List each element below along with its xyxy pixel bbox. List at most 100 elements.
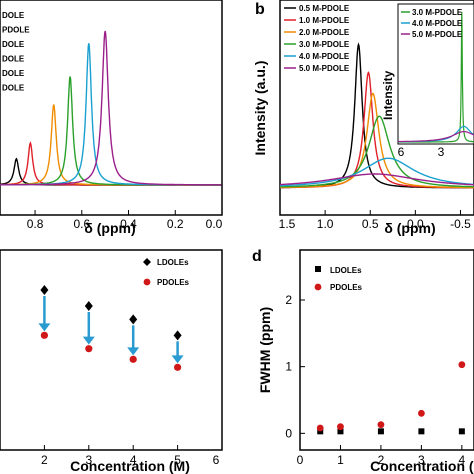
inset-curves xyxy=(398,11,474,143)
panel-c-tick-label: 6 xyxy=(213,453,220,467)
panel-b-inset: Intensity 3.0 M-PDOLE 4.0 M-PDOLE 5.0 M-PD… xyxy=(381,3,474,159)
panel-c-arrow-head xyxy=(171,355,184,364)
panel-b-legend-label: 4.0 M-PDOLE xyxy=(299,52,350,61)
panel-c-arrow-head xyxy=(38,323,51,332)
panel-c-ldole-point xyxy=(40,285,49,295)
panel-a-curves xyxy=(0,30,222,186)
panel-d-ldole-point xyxy=(458,428,465,435)
panel-d-y-tick-label: 1 xyxy=(285,360,292,374)
panel-d-x-tick-label: 3 xyxy=(418,453,425,467)
panel-b-tick-label: 1.0 xyxy=(317,217,334,231)
panel-d-pdole-point xyxy=(377,421,385,429)
panel-c-legend-pdole-marker xyxy=(143,278,151,286)
panel-d-x-tick-label: 2 xyxy=(378,453,385,467)
panel-d-ldole-point xyxy=(418,428,425,435)
panel-b-tick-label: 0.0 xyxy=(407,217,424,231)
panel-a-tick-label: 0.4 xyxy=(120,217,137,231)
panel-c-pdole-point xyxy=(40,331,49,339)
panel-c-arrow-head xyxy=(82,336,95,345)
panel-b-curves xyxy=(279,42,474,189)
panel-d-ldole-point xyxy=(377,428,384,435)
inset-ylabel: Intensity xyxy=(381,70,395,120)
panel-b-tick-label: 1.5 xyxy=(279,217,296,231)
panel-d-y-tick-label: 2 xyxy=(285,293,292,307)
panel-d-ylabel: FWHM (ppm) xyxy=(257,307,273,393)
panel-b-tick-label: 0.5 xyxy=(362,217,379,231)
panel-b-frame xyxy=(279,0,474,216)
panel-d-xlabel: Concentration (M) xyxy=(370,458,474,474)
panel-a-legend-label: PDOLE xyxy=(2,26,30,35)
panel-a-legend: DOLE PDOLE DOLE DOLE DOLE DOLE xyxy=(2,11,30,93)
panel-d-letter: d xyxy=(252,248,262,265)
panel-b-ylabel: Intensity (a.u.) xyxy=(252,61,268,156)
panel-a-legend-label: DOLE xyxy=(2,11,25,20)
inset-legend-label: 5.0 M-PDOLE xyxy=(412,30,463,39)
panel-c-xlabel: Concentration (M) xyxy=(70,458,190,474)
panel-c: LDOLEs PDOLEs 2 3 4 5 6 Concentration (M) xyxy=(0,249,223,474)
panel-a-legend-label: DOLE xyxy=(2,55,25,64)
panel-c-tick-label: 4 xyxy=(130,453,137,467)
panel-b-xlabel: δ (ppm) xyxy=(384,220,435,236)
panel-c-x-ticks: 2 3 4 5 6 xyxy=(41,445,223,467)
inset-legend-label: 4.0 M-PDOLE xyxy=(412,19,463,28)
panel-d-frame xyxy=(299,249,474,451)
panel-d-pdole-point xyxy=(458,361,466,369)
panel-d-ticks: 0 1 2 3 4 0 1 2 xyxy=(285,293,465,467)
panel-c-pdole-point xyxy=(174,363,182,371)
panel-d-legend-ldole-label: LDOLEs xyxy=(330,266,362,275)
panel-c-ldole-point xyxy=(129,314,138,325)
panel-a-legend-label: DOLE xyxy=(2,40,25,49)
panel-b-curve-4.0 xyxy=(279,157,474,187)
panel-c-tick-label: 5 xyxy=(174,453,181,467)
panel-c-tick-label: 3 xyxy=(85,453,92,467)
panel-d-x-tick-label: 0 xyxy=(297,453,304,467)
panel-a-curve-5.0 xyxy=(0,30,222,186)
panel-b-legend: 0.5 M-PDOLE 1.0 M-PDOLE 2.0 M-PDOLE 3.0 M-P… xyxy=(284,4,350,73)
panel-d-x-tick-label: 1 xyxy=(337,453,344,467)
panel-a-x-ticks: 0.8 0.6 0.4 0.2 0.0 xyxy=(27,210,223,231)
panel-d-ldole-point xyxy=(337,428,344,435)
panel-a-tick-label: 0.2 xyxy=(167,217,184,231)
panel-a-legend-label: DOLE xyxy=(2,69,25,78)
panel-d-pdole-point xyxy=(316,424,324,432)
inset-tick-6: 6 xyxy=(398,145,405,159)
panel-b-legend-label: 5.0 M-PDOLE xyxy=(299,64,350,73)
panel-d-legend-pdole-label: PDOLEs xyxy=(330,283,363,292)
panel-c-legend-ldole-label: LDOLEs xyxy=(157,258,189,267)
inset-legend: 3.0 M-PDOLE 4.0 M-PDOLE 5.0 M-PDOLE xyxy=(401,8,463,39)
panel-d-marks xyxy=(316,361,466,435)
panel-b-curve-3.0 xyxy=(279,115,474,188)
panel-c-ldole-point xyxy=(84,301,93,311)
panel-a-tick-label: 0.6 xyxy=(73,217,90,231)
panel-b: b Intensity (a.u.) 0.5 M-PDOLE 1.0 M-PDOL… xyxy=(252,0,474,236)
panel-d-y-tick-label: 0 xyxy=(285,426,292,440)
panel-b-curve-2.0 xyxy=(280,92,474,189)
panel-a-tick-label: 0.8 xyxy=(27,217,44,231)
inset-legend-label: 3.0 M-PDOLE xyxy=(412,8,463,17)
panel-d-x-tick-label: 4 xyxy=(459,453,466,467)
inset-curve-5.0 xyxy=(398,131,474,143)
panel-c-frame xyxy=(0,249,223,451)
panel-c-legend-pdole-label: PDOLEs xyxy=(157,278,190,287)
panel-c-arrow-head xyxy=(127,347,140,356)
panel-b-curve-5.0 xyxy=(279,173,474,186)
panel-d-legend-ldole-marker xyxy=(315,266,321,272)
panel-d-pdole-point xyxy=(337,423,344,431)
panel-c-ldole-point xyxy=(173,330,182,341)
panel-c-pdole-point xyxy=(129,355,137,363)
panel-d-legend-pdole-marker xyxy=(314,283,322,291)
panel-c-marks xyxy=(38,285,184,371)
panel-b-legend-label: 1.0 M-PDOLE xyxy=(299,16,350,25)
panel-a-curve-1.0 xyxy=(0,141,222,186)
panel-a-legend-label: DOLE xyxy=(2,84,25,93)
panel-d-pdole-point xyxy=(417,409,425,417)
panel-c-pdole-point xyxy=(85,345,93,353)
panel-b-tick-label: -0.5 xyxy=(450,217,471,231)
panel-b-legend-label: 3.0 M-PDOLE xyxy=(299,40,350,49)
panel-a-tick-label: 0.0 xyxy=(206,217,223,231)
panel-b-letter: b xyxy=(255,1,265,18)
inset-tick-3: 3 xyxy=(438,145,445,159)
panel-c-legend-ldole-marker xyxy=(143,258,151,266)
